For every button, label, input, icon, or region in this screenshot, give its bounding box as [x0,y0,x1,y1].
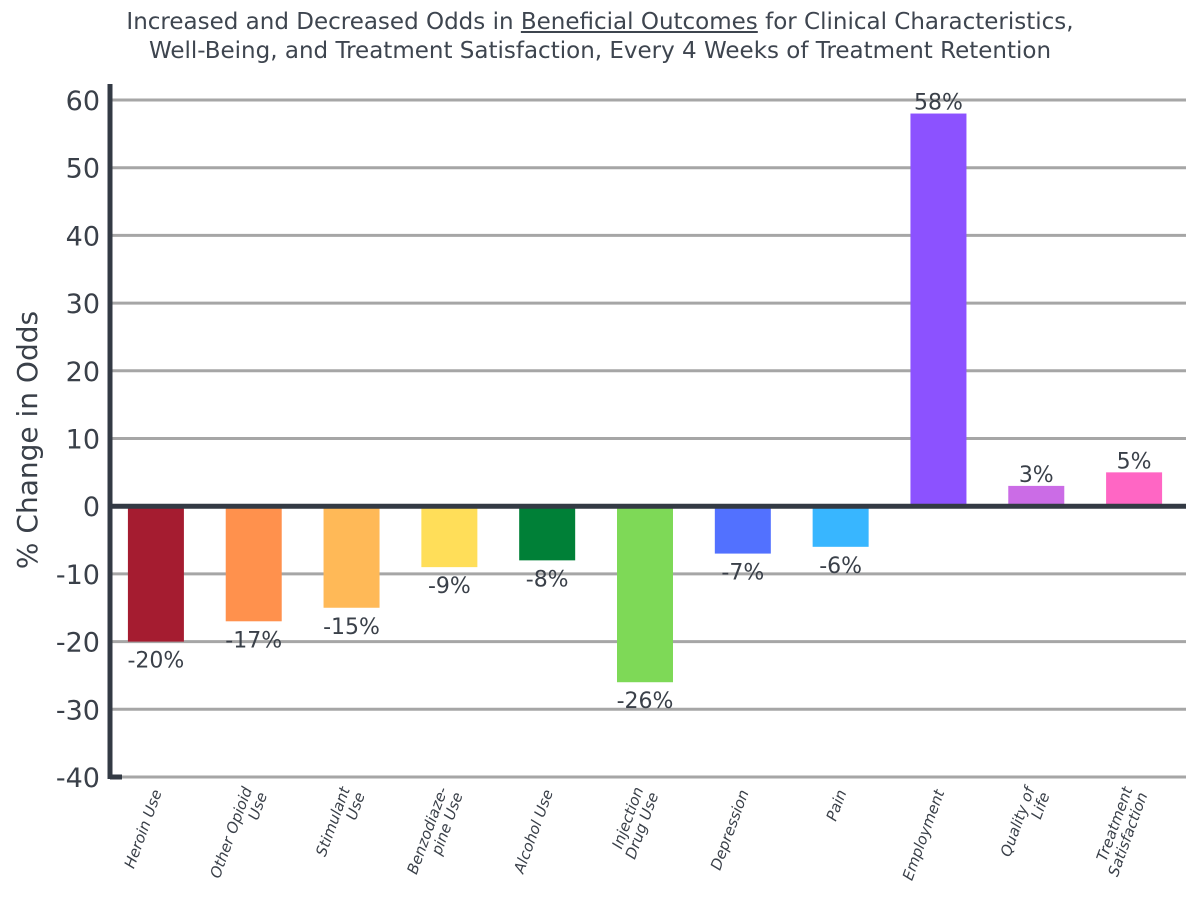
y-axis-label: % Change in Odds [11,311,44,569]
y-tick-label: 50 [66,154,100,185]
category-label-line: Heroin Use [121,787,166,871]
bars [127,113,1163,683]
category-label-line: Other Opioid [206,784,256,881]
category-label-line: Pain [823,787,851,823]
data-label: -15% [323,615,380,640]
bar [127,506,184,642]
title-underlined-text: Beneficial Outcomes [520,9,758,35]
bar [812,506,869,547]
data-label: -7% [721,561,764,586]
bar [323,506,380,608]
bar [714,506,771,554]
data-label: 3% [1019,463,1054,488]
category-label: Employment [899,786,949,883]
category-label-line: Quality of [997,782,1040,859]
data-label: -6% [819,554,862,579]
y-tick-label: -40 [56,763,100,794]
chart-title: Increased and Decreased Odds in Benefici… [0,8,1200,66]
title-text-end: for Clinical Characteristics, [757,9,1074,35]
category-label-line: Stimulant [312,783,354,858]
y-tick-label: 30 [66,289,100,320]
category-label: TreatmentSatisfaction [1089,783,1151,878]
category-label: Pain [823,787,851,823]
y-tick-label: 10 [66,425,100,456]
data-labels: -20% -17% -15% -9% -8% -26% -7% -6% 58% 3% 5% [127,91,1151,715]
bar [910,113,967,507]
axes [107,84,1186,780]
bar [519,506,576,561]
category-labels: Heroin Use Other OpioidUse StimulantUse Ben… [121,782,1152,886]
gridlines [110,98,1186,779]
category-label: Benzodiaze-pine Use [403,784,466,882]
category-label: InjectionDrug Use [607,784,663,861]
category-label-line: Depression [707,787,753,872]
category-label: Depression [707,787,753,872]
y-tick-label: 0 [83,492,100,523]
bar [1106,472,1163,507]
data-label: -8% [526,567,569,592]
bar [617,506,673,683]
data-label: -17% [225,628,282,653]
category-label: StimulantUse [312,783,369,864]
y-tick-label: -10 [56,560,100,591]
bar [421,506,478,568]
category-label: Other OpioidUse [206,784,271,886]
y-tick-labels: 60 50 40 30 20 10 0 -10 -20 -30 -40 [56,86,100,794]
title-text-start: Increased and Decreased Odds in [126,9,521,35]
y-tick-label: 40 [66,221,100,252]
data-label: -26% [617,689,674,714]
chart-title-line-1: Increased and Decreased Odds in Benefici… [0,8,1200,37]
category-label-line: Employment [899,786,949,883]
y-tick-label: 20 [66,357,100,388]
y-tick-label: -20 [56,628,100,659]
category-label: Quality ofLife [997,782,1055,865]
bar [225,506,282,622]
y-tick-label: 60 [66,86,100,117]
y-tick-label: -30 [56,695,100,726]
data-label: 58% [914,91,963,116]
data-label: 5% [1117,449,1152,474]
data-label: -20% [127,649,184,674]
data-label: -9% [428,574,471,599]
category-label: Alcohol Use [510,787,557,876]
category-label-line: Alcohol Use [510,787,557,876]
chart-title-line-2: Well-Being, and Treatment Satisfaction, … [148,38,1052,64]
category-label: Heroin Use [121,787,166,871]
bar [1008,485,1065,507]
